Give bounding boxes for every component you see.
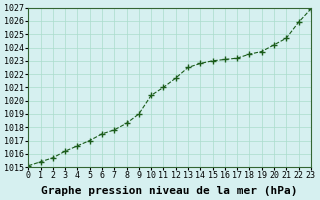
- X-axis label: Graphe pression niveau de la mer (hPa): Graphe pression niveau de la mer (hPa): [41, 186, 298, 196]
